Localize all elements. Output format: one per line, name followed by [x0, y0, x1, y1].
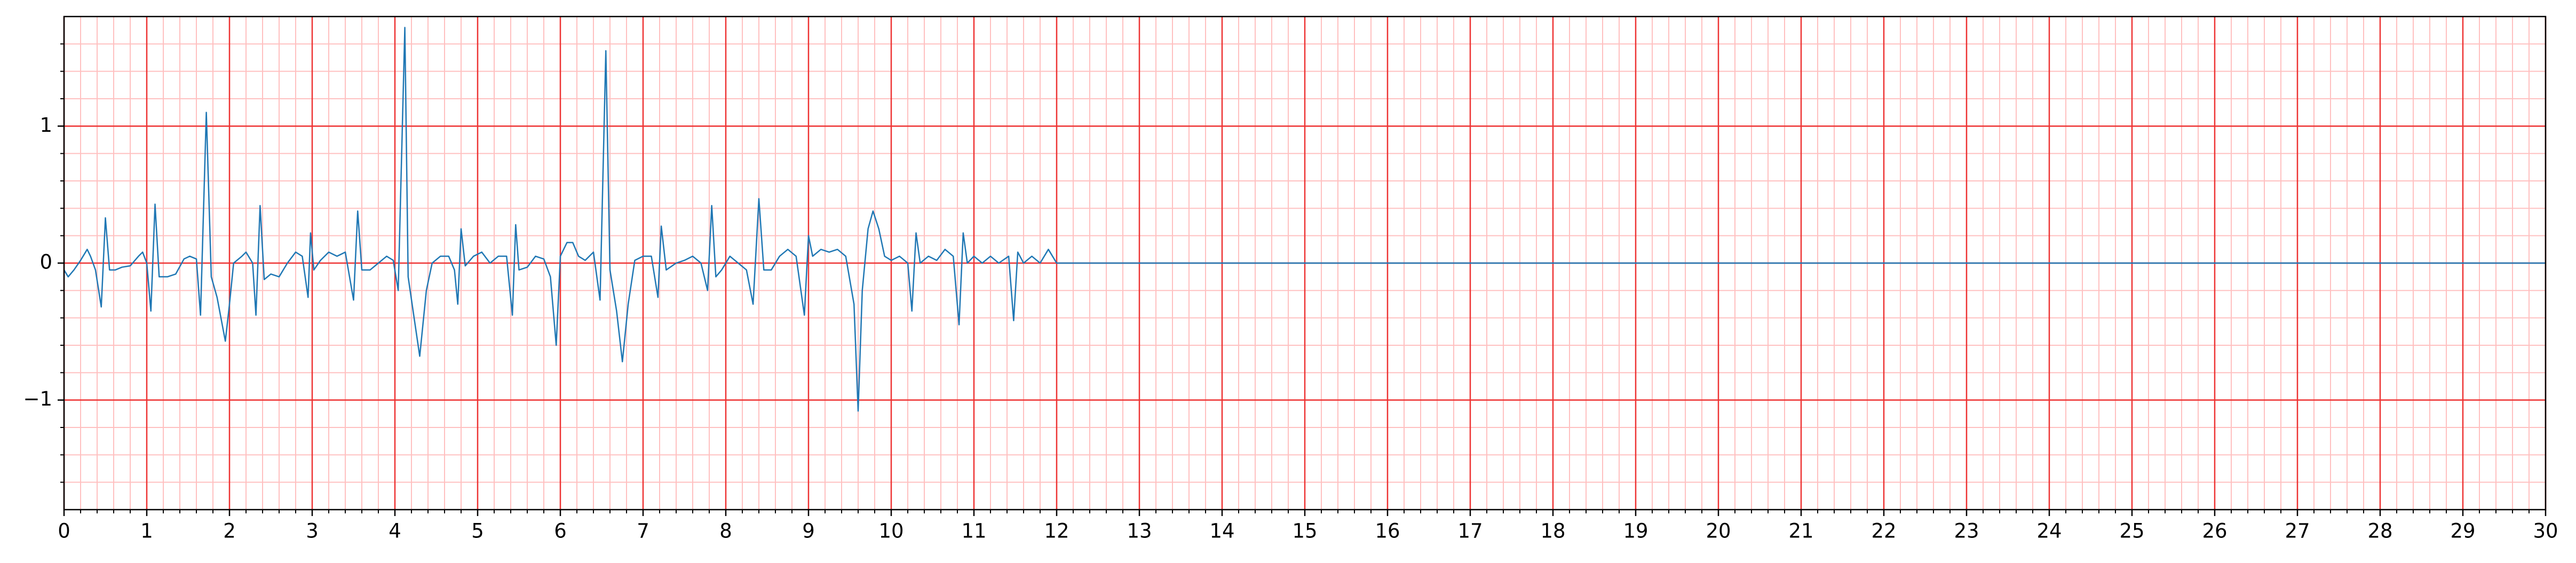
x-tick-label: 2 [223, 520, 236, 543]
signal-line [63, 27, 2546, 412]
x-tick-label: 15 [1292, 520, 1317, 543]
x-tick-label: 27 [2285, 520, 2310, 543]
x-tick-label: 16 [1375, 520, 1400, 543]
x-tick-label: 10 [878, 520, 903, 543]
x-tick-label: 6 [554, 520, 567, 543]
x-tick-label: 14 [1209, 520, 1234, 543]
y-tick-label: 1 [39, 114, 52, 137]
y-tick-label: 0 [39, 251, 52, 274]
x-tick-label: 11 [961, 520, 986, 543]
x-tick-label: 1 [140, 520, 153, 543]
x-tick-label: 3 [306, 520, 319, 543]
x-tick-label: 0 [58, 520, 70, 543]
x-tick-label: 26 [2202, 520, 2227, 543]
x-tick-label: 28 [2367, 520, 2392, 543]
x-tick-label: 22 [1871, 520, 1896, 543]
x-tick-label: 9 [802, 520, 815, 543]
x-tick-label: 7 [637, 520, 649, 543]
x-tick-label: 20 [1706, 520, 1731, 543]
x-tick-label: 30 [2533, 520, 2558, 543]
x-tick-label: 13 [1127, 520, 1152, 543]
x-tick-label: 23 [1954, 520, 1979, 543]
x-tick-label: 18 [1540, 520, 1565, 543]
x-tick-label: 4 [389, 520, 401, 543]
x-tick-label: 24 [2036, 520, 2062, 543]
y-tick-label: −1 [23, 387, 52, 410]
x-tick-label: 21 [1788, 520, 1813, 543]
x-tick-label: 19 [1623, 520, 1648, 543]
plot-frame [63, 15, 2547, 511]
x-tick-label: 8 [719, 520, 732, 543]
x-tick-label: 29 [2450, 520, 2475, 543]
x-tick-label: 5 [471, 520, 484, 543]
x-tick-label: 25 [2119, 520, 2144, 543]
x-tick-label: 17 [1457, 520, 1483, 543]
x-tick-label: 12 [1044, 520, 1069, 543]
